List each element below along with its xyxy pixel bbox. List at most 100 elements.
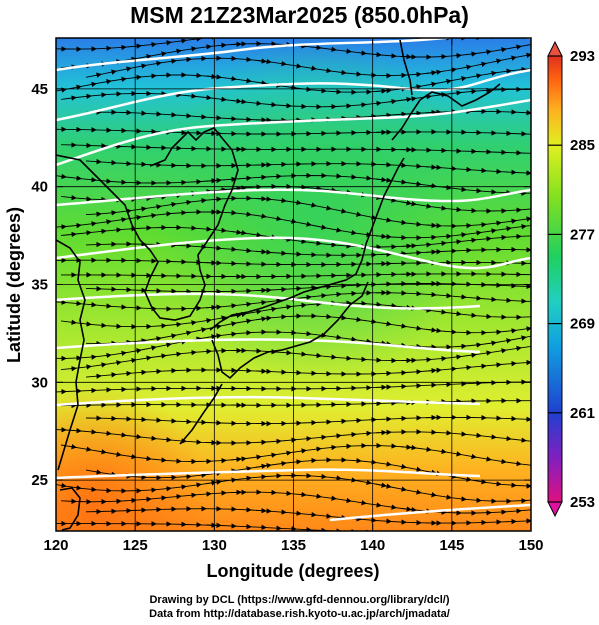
- streamline: [56, 171, 217, 186]
- x-tick-label: 120: [43, 537, 68, 554]
- streamline: [60, 90, 242, 104]
- streamline: [205, 522, 387, 531]
- streamline: [386, 38, 531, 41]
- streamline: [205, 329, 387, 346]
- streamline: [56, 257, 217, 266]
- streamline: [400, 86, 531, 102]
- streamline: [85, 505, 267, 515]
- coastline-taiwan: [59, 487, 81, 531]
- isotherm-line: [56, 468, 481, 480]
- streamline: [255, 313, 437, 333]
- coastline-japan-kyushu-honshu: [209, 157, 405, 331]
- streamline: [231, 347, 412, 364]
- coastline-ryukyu: [179, 383, 223, 445]
- colorbar-max-triangle: [547, 40, 563, 57]
- coastline-hokkaido: [391, 83, 501, 141]
- map-grid: [56, 38, 531, 531]
- streamline: [400, 232, 531, 249]
- colorbar-tick-label: 277: [570, 226, 595, 243]
- streamline: [230, 442, 412, 462]
- y-tick-label: 25: [31, 472, 48, 489]
- y-tick-label: 35: [31, 277, 48, 294]
- isotherm-line: [56, 292, 481, 310]
- streamline: [400, 147, 531, 158]
- streamline: [386, 530, 531, 531]
- streamline: [60, 444, 242, 465]
- colorbar-ticks: 293 285 277 269 261 253: [548, 48, 595, 511]
- y-tick-label: 45: [31, 81, 48, 98]
- streamline: [206, 384, 387, 392]
- credit-data: Data from http://database.rish.kyoto-u.a…: [149, 608, 450, 620]
- isotherm-line: [56, 395, 481, 407]
- streamline: [56, 385, 217, 396]
- x-tick-label: 145: [439, 537, 464, 554]
- streamline: [255, 160, 437, 170]
- isotherm-line: [56, 68, 531, 122]
- streamline: [400, 338, 531, 364]
- streamline: [425, 246, 531, 257]
- streamline: [375, 177, 531, 196]
- streamline: [255, 367, 437, 377]
- y-tick-label: 30: [31, 374, 48, 391]
- isotherm-line: [56, 338, 481, 354]
- streamline: [425, 164, 531, 177]
- streamline: [60, 347, 242, 372]
- streamline: [85, 241, 267, 255]
- streamline: [400, 271, 531, 278]
- streamline: [56, 209, 217, 231]
- streamline: [425, 358, 531, 373]
- credit-drawing: Drawing by DCL (https://www.gfd-dennou.o…: [149, 594, 450, 606]
- streamline: [230, 96, 412, 110]
- colorbar-tick-label: 269: [570, 316, 595, 333]
- streamline: [425, 280, 531, 291]
- streamline: [85, 367, 267, 379]
- x-tick-label: 130: [202, 537, 227, 554]
- colorbar-gradient: [547, 55, 563, 503]
- streamline: [56, 126, 217, 137]
- streamline: [205, 129, 387, 137]
- streamline: [376, 290, 531, 305]
- streamline: [230, 230, 412, 250]
- isotherm-contours: [56, 38, 531, 522]
- streamline: [375, 129, 531, 138]
- colorbar-tick-label: 261: [570, 405, 595, 422]
- streamline: [256, 414, 437, 427]
- isotherm-line: [329, 503, 531, 522]
- x-tick-label: 150: [518, 537, 543, 554]
- x-axis-label: Longitude (degrees): [206, 561, 379, 581]
- streamline: [255, 457, 437, 475]
- streamline: [205, 429, 387, 446]
- isotherm-line: [56, 188, 531, 207]
- streamline: [60, 224, 242, 238]
- streamline: [85, 415, 267, 427]
- isotherm-line: [56, 236, 531, 270]
- isotherm-line: [56, 38, 531, 72]
- streamline: [205, 74, 387, 95]
- coastline-china-east: [56, 239, 86, 471]
- streamline: [56, 72, 217, 96]
- streamline: [85, 109, 267, 123]
- colorbar-tick-label: 293: [570, 48, 595, 65]
- streamline: [60, 401, 242, 409]
- streamline: [205, 260, 387, 268]
- axis-ticks: 120 125 130 135 140 145 150 25 30 35 40 45: [31, 38, 544, 554]
- streamline: [56, 520, 217, 528]
- streamline: [255, 280, 437, 293]
- colorbar: 293 285 277 269 261 253: [547, 40, 595, 518]
- map-title: MSM 21Z23Mar2025 (850.0hPa): [130, 2, 469, 28]
- streamline: [230, 40, 412, 60]
- streamline: [425, 414, 531, 426]
- streamline: [230, 146, 412, 153]
- streamline: [56, 298, 217, 312]
- streamline: [206, 38, 387, 40]
- streamline: [400, 444, 531, 471]
- streamline: [85, 55, 267, 78]
- coastline-japan-south: [211, 281, 369, 380]
- streamline: [425, 517, 531, 526]
- coastline-china-korea: [56, 127, 239, 321]
- streamline: [375, 259, 531, 267]
- x-tick-label: 135: [281, 537, 306, 554]
- x-tick-label: 140: [360, 537, 385, 554]
- streamline: [230, 399, 412, 408]
